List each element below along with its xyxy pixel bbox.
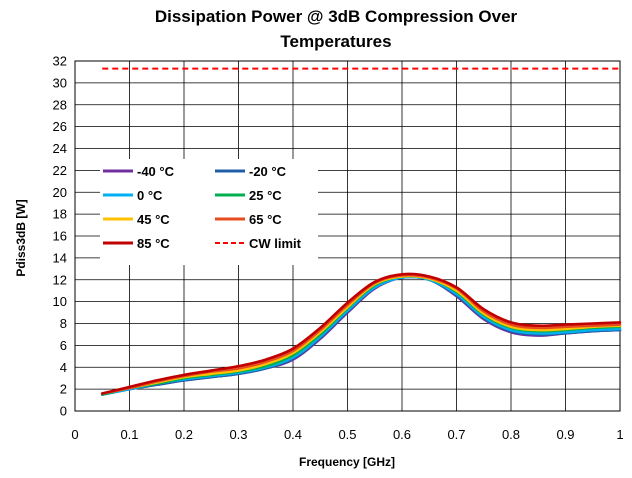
y-tick-label: 0 — [60, 404, 67, 419]
legend-label: 0 °C — [137, 188, 163, 203]
series-lines — [100, 67, 622, 396]
x-tick-label: 0.7 — [447, 427, 465, 442]
y-axis-label: Pdiss3dB [W] — [14, 199, 28, 276]
x-tick-label: 0.6 — [393, 427, 411, 442]
legend-label: 25 °C — [249, 188, 282, 203]
y-tick-label: 24 — [53, 141, 67, 156]
x-tick-label: 0.3 — [229, 427, 247, 442]
x-tick-label: 0.2 — [175, 427, 193, 442]
y-tick-label: 16 — [53, 229, 67, 244]
y-tick-label: 22 — [53, 163, 67, 178]
y-tick-label: 32 — [53, 54, 67, 69]
x-tick-label: 0.1 — [120, 427, 138, 442]
chart-title-line2: Temperatures — [280, 32, 391, 51]
x-tick-label: 0.5 — [338, 427, 356, 442]
y-tick-label: 12 — [53, 272, 67, 287]
x-tick-label: 1 — [616, 427, 623, 442]
legend-background — [100, 159, 318, 265]
x-tick-label: 0.8 — [502, 427, 520, 442]
y-tick-label: 28 — [53, 97, 67, 112]
y-tick-label: 2 — [60, 382, 67, 397]
y-tick-label: 18 — [53, 207, 67, 222]
x-tick-label: 0 — [71, 427, 78, 442]
legend-label: 65 °C — [249, 212, 282, 227]
y-tick-label: 10 — [53, 294, 67, 309]
y-tick-label: 14 — [53, 250, 67, 265]
y-tick-label: 26 — [53, 119, 67, 134]
x-tick-label: 0.9 — [556, 427, 574, 442]
y-tick-label: 30 — [53, 75, 67, 90]
legend-label: 45 °C — [137, 212, 170, 227]
y-tick-label: 8 — [60, 316, 67, 331]
plot-area-border — [74, 60, 621, 412]
y-tick-label: 4 — [60, 360, 67, 375]
legend: -40 °C -20 °C 0 °C 25 °C 45 °C 65 °C 85 °C CW l… — [100, 159, 318, 265]
legend-label: CW limit — [249, 236, 302, 251]
legend-label: 85 °C — [137, 236, 170, 251]
series-line-85-c — [100, 272, 622, 395]
y-tick-label: 6 — [60, 338, 67, 353]
legend-label: -40 °C — [137, 164, 175, 179]
x-axis-label: Frequency [GHz] — [299, 455, 395, 469]
y-tick-label: 20 — [53, 185, 67, 200]
legend-label: -20 °C — [249, 164, 287, 179]
x-tick-label: 0.4 — [284, 427, 302, 442]
chart-title-line1: Dissipation Power @ 3dB Compression Over — [155, 7, 518, 26]
